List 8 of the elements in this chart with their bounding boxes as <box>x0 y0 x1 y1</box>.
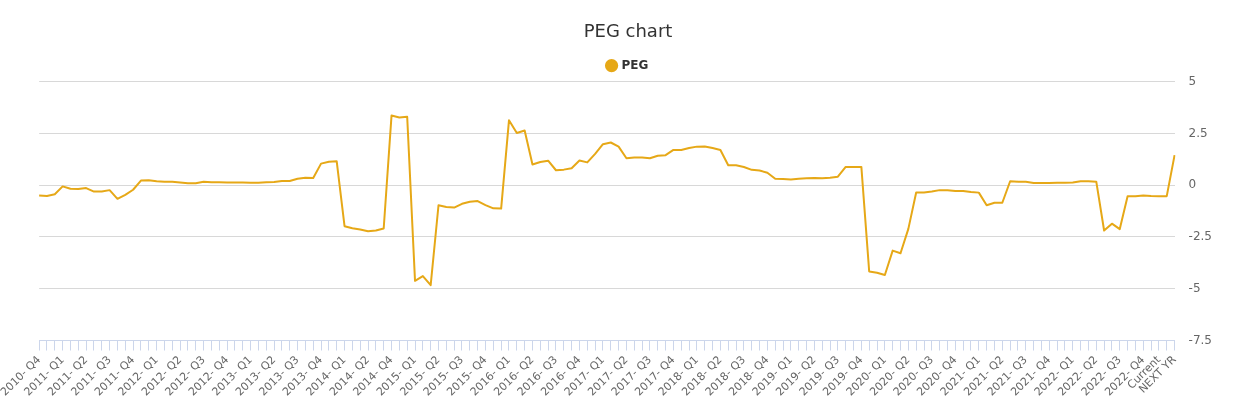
y-tick-label: 0 <box>1188 177 1197 192</box>
chart-title: PEG chart <box>583 20 673 42</box>
y-tick-label: -2.5 <box>1188 229 1213 244</box>
y-tick-label: -5 <box>1188 280 1201 295</box>
y-tick-label: -7.5 <box>1188 332 1213 347</box>
y-tick-label: 5 <box>1188 73 1197 88</box>
legend-label: PEG <box>621 57 649 72</box>
y-tick-label: 2.5 <box>1188 125 1208 140</box>
